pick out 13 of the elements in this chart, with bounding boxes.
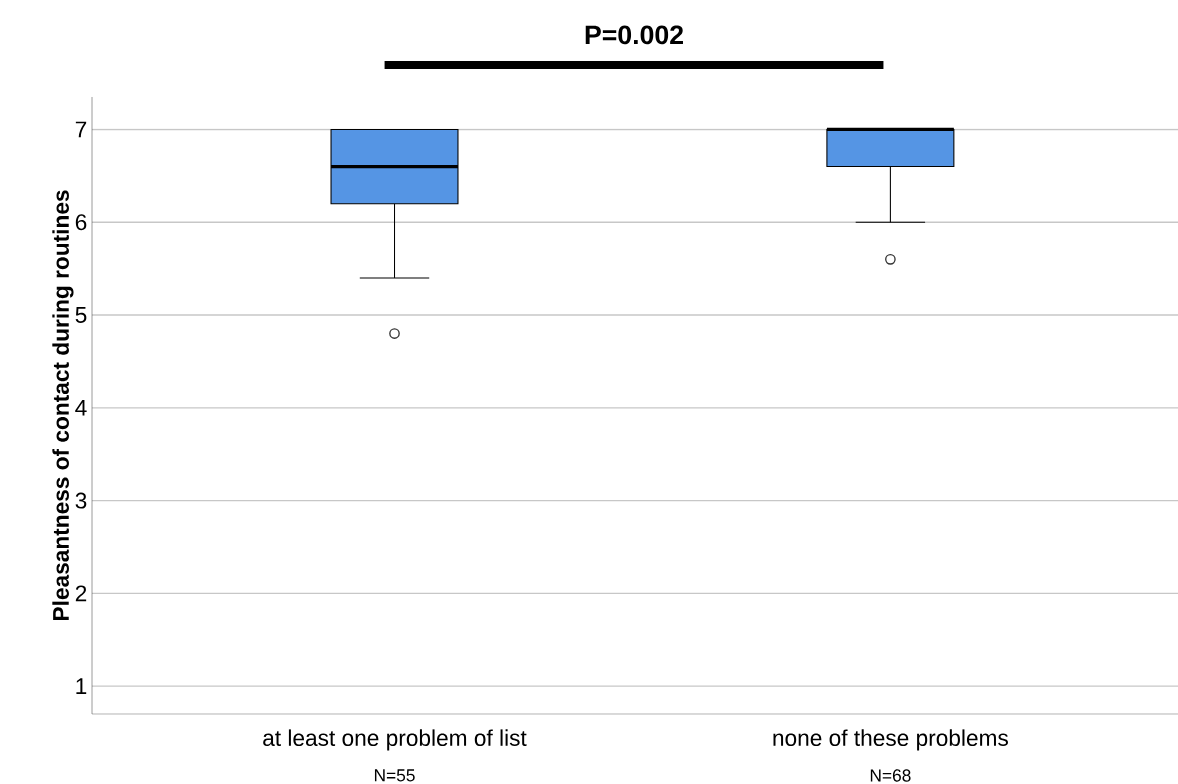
text: N=55 [374,769,415,782]
y-axis-title: Pleasantness of contact during routines [52,190,74,620]
x-tick-label: none of these problems [773,729,1008,751]
y-tick-label: 2 [75,585,87,602]
y-tick-label: 1 [76,678,87,694]
y-tick-label: 4 [75,400,87,416]
x-tick-label: at least one problem of list [263,729,527,751]
y-tick-label: 5 [75,307,87,323]
text: N=68 [870,769,911,782]
text: P=0.002 [585,25,683,45]
y-tick-label: 6 [75,214,87,231]
y-tick-label: 3 [75,492,87,509]
y-tick-label: 7 [75,121,87,138]
